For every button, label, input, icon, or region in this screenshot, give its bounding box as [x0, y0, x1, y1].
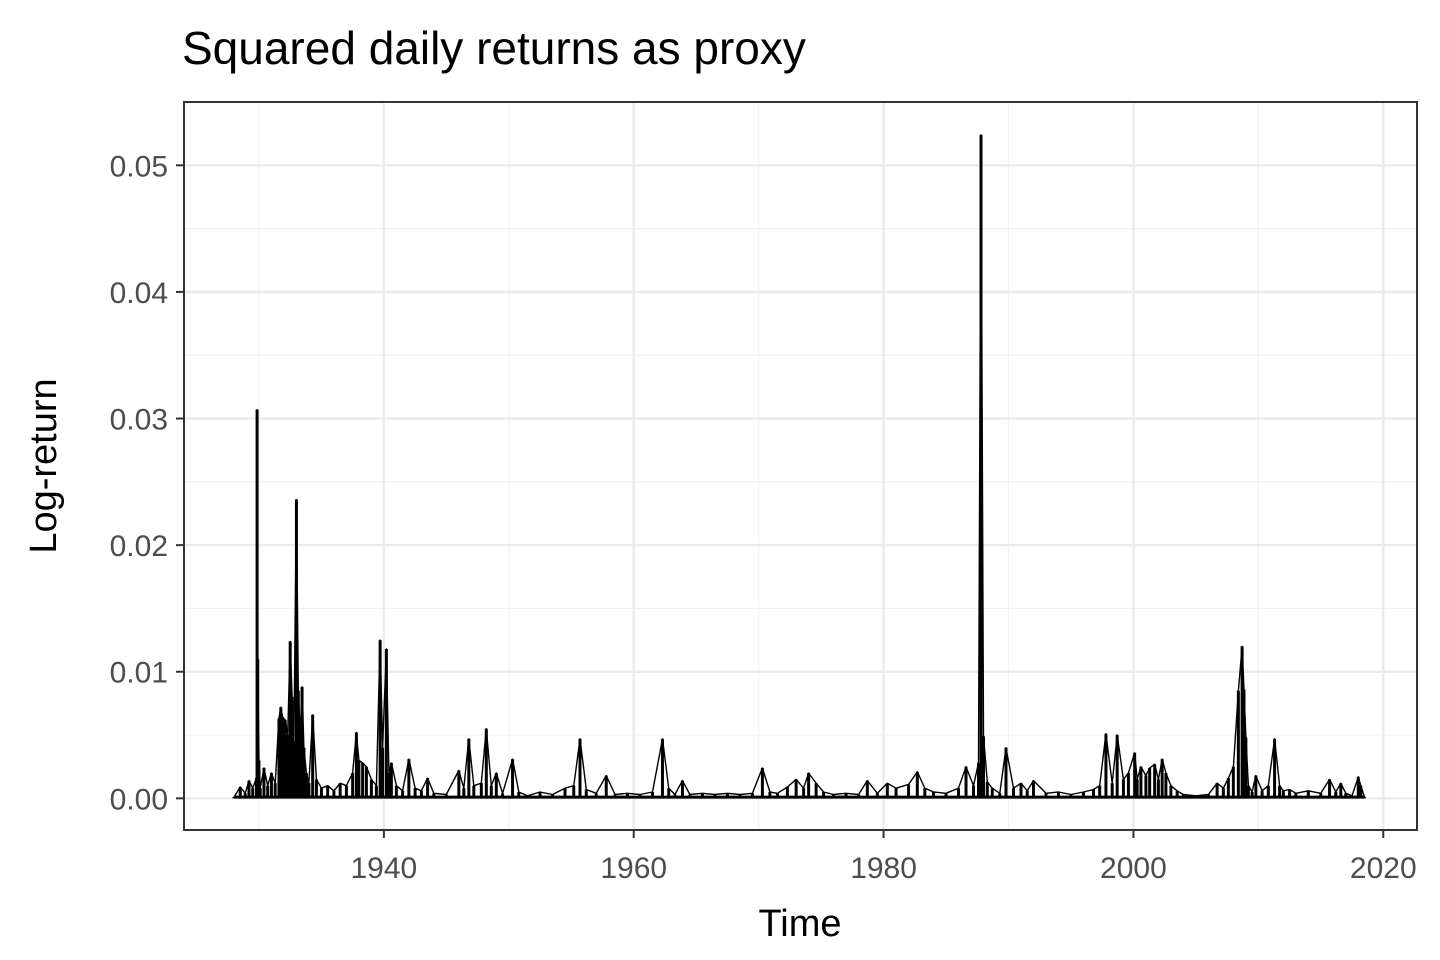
y-axis: 0.00 0.01 0.02 0.03 0.04 0.05	[110, 150, 184, 816]
x-tick-label: 1940	[351, 852, 418, 885]
x-tick-label: 1980	[850, 852, 917, 885]
x-tick-label: 2000	[1100, 852, 1167, 885]
y-tick-label: 0.00	[110, 783, 168, 816]
y-tick-label: 0.03	[110, 404, 168, 437]
x-axis: 1940 1960 1980 2000 2020	[351, 830, 1417, 885]
y-tick-label: 0.05	[110, 150, 168, 183]
y-tick-label: 0.01	[110, 657, 168, 690]
x-axis-title: Time	[758, 903, 841, 945]
x-tick-label: 1960	[600, 852, 667, 885]
x-tick-label: 2020	[1350, 852, 1417, 885]
plot-panel	[184, 102, 1417, 830]
y-tick-label: 0.04	[110, 277, 168, 310]
y-axis-title: Log-return	[23, 378, 65, 553]
y-tick-label: 0.02	[110, 530, 168, 563]
chart-title: Squared daily returns as proxy	[182, 22, 806, 74]
